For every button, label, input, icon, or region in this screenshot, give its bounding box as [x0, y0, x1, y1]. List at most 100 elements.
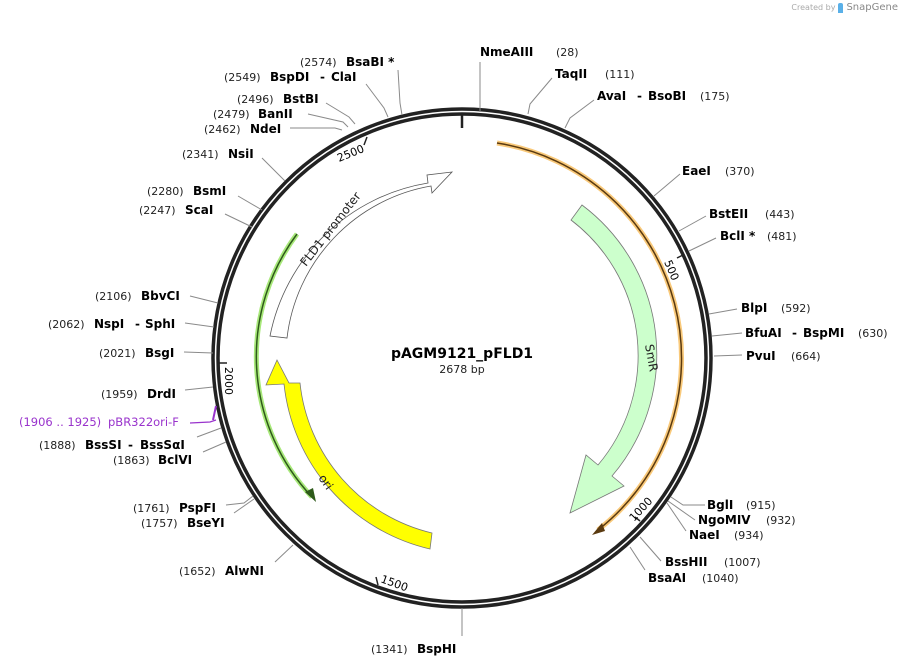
site-bsgi[interactable]: (2021) BsgI: [99, 346, 214, 360]
svg-text:(1888): (1888): [39, 439, 76, 452]
site-bsteii[interactable]: BstEII (443): [678, 207, 795, 232]
svg-text:(1007): (1007): [724, 556, 761, 569]
svg-text:(2062): (2062): [48, 318, 85, 331]
site-bsssi-bsssai[interactable]: (1888) BssSI - BssSαI: [39, 427, 222, 452]
credit-prefix: Created by: [791, 3, 836, 12]
primer-range: (1906 .. 1925): [19, 415, 101, 429]
site-bfuai-bspmi[interactable]: BfuAI - BspMI (630): [711, 326, 888, 340]
svg-text:(1959): (1959): [101, 388, 138, 401]
fld1-promoter-feature: FLD1 promoter: [269, 171, 454, 339]
svg-text:(2021): (2021): [99, 347, 136, 360]
svg-text:(2341): (2341): [182, 148, 219, 161]
site-drdi[interactable]: (1959) DrdI: [101, 386, 214, 401]
site-bsabi[interactable]: (2574) BsaBI *: [300, 55, 403, 116]
site-nsii[interactable]: (2341) NsiI: [182, 147, 286, 182]
svg-text:BspHI: BspHI: [417, 642, 456, 656]
svg-text:BfuAI: BfuAI: [745, 326, 782, 340]
smr-feature: SmR: [569, 204, 661, 514]
svg-text:NspI: NspI: [94, 317, 124, 331]
svg-text:(915): (915): [746, 499, 776, 512]
svg-text:TaqII: TaqII: [555, 67, 587, 81]
site-pspfi[interactable]: (1761) PspFI: [133, 495, 254, 515]
site-alwni[interactable]: (1652) AlwNI: [179, 544, 294, 578]
site-bsshii[interactable]: BssHII (1007): [639, 536, 761, 569]
svg-text:2000: 2000: [222, 367, 235, 395]
svg-text:(2549): (2549): [224, 71, 261, 84]
svg-text:(1652): (1652): [179, 565, 216, 578]
site-bsphi[interactable]: (1341) BspHI: [371, 608, 463, 656]
site-ngomiv[interactable]: NgoMIV (932): [667, 500, 796, 527]
svg-text:BclVI: BclVI: [158, 453, 192, 467]
svg-text:(932): (932): [766, 514, 796, 527]
svg-text:(2106): (2106): [95, 290, 132, 303]
svg-text:AlwNI: AlwNI: [225, 564, 264, 578]
site-scai[interactable]: (2247) ScaI: [139, 203, 253, 228]
svg-text:(2462): (2462): [204, 123, 241, 136]
site-banii[interactable]: (2479) BanII: [213, 107, 349, 128]
svg-text:(1341): (1341): [371, 643, 408, 656]
tick-2000: 2000: [219, 362, 235, 395]
svg-text:(630): (630): [858, 327, 888, 340]
svg-text:(2574): (2574): [300, 56, 337, 69]
site-bspdi-clai[interactable]: (2549) BspDI - ClaI: [224, 70, 389, 118]
svg-text:(2496): (2496): [237, 93, 274, 106]
svg-text:(443): (443): [765, 208, 795, 221]
svg-text:-: -: [135, 317, 140, 331]
svg-text:(28): (28): [556, 46, 579, 59]
svg-text:BstBI: BstBI: [283, 92, 319, 106]
primer-pbr322ori-f: (1906 .. 1925) pBR322ori-F: [19, 405, 217, 429]
svg-text:DrdI: DrdI: [147, 387, 176, 401]
svg-text:NgoMIV: NgoMIV: [698, 513, 751, 527]
svg-text:-: -: [320, 70, 325, 84]
site-bseyi[interactable]: (1757) BseYI: [141, 498, 255, 530]
green-feature-arc: [253, 232, 316, 502]
primer-name: pBR322ori-F: [108, 415, 179, 429]
site-nmeaiii[interactable]: NmeAIII (28): [479, 45, 579, 112]
svg-text:BssSαI: BssSαI: [140, 438, 185, 452]
ori-feature: ori: [265, 359, 433, 550]
svg-text:NaeI: NaeI: [689, 528, 720, 542]
svg-text:(2280): (2280): [147, 185, 184, 198]
site-eaei[interactable]: EaeI (370): [653, 164, 755, 197]
svg-text:(1040): (1040): [702, 572, 739, 585]
svg-text:PspFI: PspFI: [179, 501, 216, 515]
svg-text:BssHII: BssHII: [665, 555, 707, 569]
site-bcli[interactable]: BclI * (481): [688, 229, 797, 252]
svg-text:ScaI: ScaI: [185, 203, 213, 217]
svg-text:(2479): (2479): [213, 108, 250, 121]
svg-text:(111): (111): [605, 68, 635, 81]
svg-text:-: -: [128, 438, 133, 452]
svg-text:NsiI: NsiI: [228, 147, 254, 161]
svg-text:(664): (664): [791, 350, 821, 363]
site-avai-bsobi[interactable]: AvaI - BsoBI (175): [564, 89, 730, 129]
svg-text:(370): (370): [725, 165, 755, 178]
svg-text:BclI *: BclI *: [720, 229, 756, 243]
svg-text:ClaI: ClaI: [331, 70, 356, 84]
svg-text:(934): (934): [734, 529, 764, 542]
svg-text:(1761): (1761): [133, 502, 170, 515]
svg-text:BglI: BglI: [707, 498, 733, 512]
svg-text:(1757): (1757): [141, 517, 178, 530]
site-pvui[interactable]: PvuI (664): [713, 349, 821, 363]
site-naei[interactable]: NaeI (934): [666, 502, 764, 542]
site-bgli[interactable]: BglI (915): [670, 496, 776, 512]
svg-text:EaeI: EaeI: [682, 164, 711, 178]
svg-text:BsmI: BsmI: [193, 184, 226, 198]
svg-text:PvuI: PvuI: [746, 349, 776, 363]
snapgene-credit: Created by SnapGene: [791, 2, 898, 13]
svg-text:BsgI: BsgI: [145, 346, 174, 360]
smr-label: SmR: [642, 343, 661, 373]
site-bbvci[interactable]: (2106) BbvCI: [95, 289, 219, 304]
svg-text:(1863): (1863): [113, 454, 150, 467]
site-bsaai[interactable]: BsaAI (1040): [629, 546, 739, 585]
site-blpi[interactable]: BlpI (592): [708, 301, 811, 315]
orange-feature-arc: [496, 140, 684, 535]
site-bsmi[interactable]: (2280) BsmI: [147, 184, 263, 211]
plasmid-name: pAGM9121_pFLD1: [391, 346, 533, 362]
site-taqii[interactable]: TaqII (111): [527, 67, 635, 115]
site-bclvi[interactable]: (1863) BclVI: [113, 441, 227, 467]
site-bstbi[interactable]: (2496) BstBI: [237, 92, 356, 125]
site-ndei[interactable]: (2462) NdeI: [204, 122, 343, 136]
site-nspi-sphi[interactable]: (2062) NspI - SphI: [48, 317, 215, 331]
